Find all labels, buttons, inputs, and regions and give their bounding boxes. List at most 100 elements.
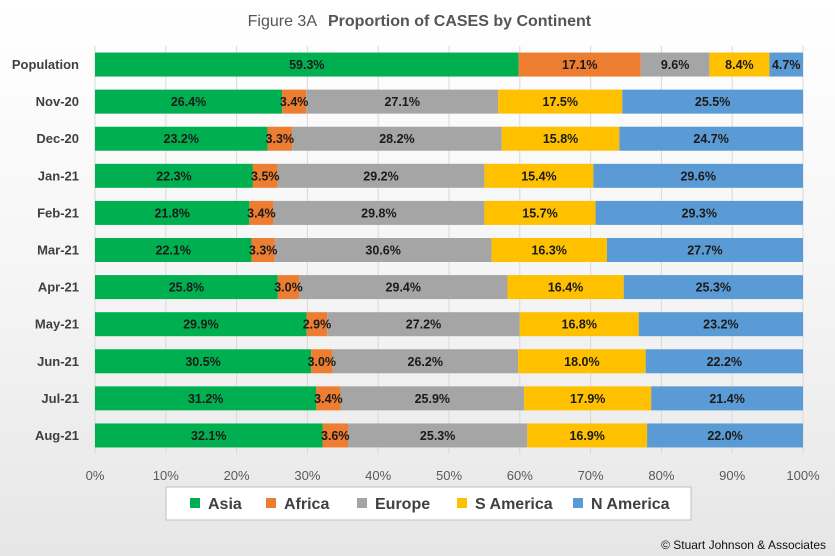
legend-label: N America [591,496,670,513]
x-tick-label: 0% [86,468,105,483]
data-label: 23.2% [164,132,199,146]
bar-segment [638,312,803,337]
bar-segment [348,423,528,448]
data-label: 3.3% [266,132,295,146]
bar-segment [95,89,283,114]
data-label: 24.7% [693,132,728,146]
data-label: 3.3% [249,244,278,258]
data-label: 16.9% [569,429,604,443]
data-label: 15.7% [522,206,557,220]
category-label: Feb-21 [37,205,79,220]
legend-swatch [266,498,276,508]
data-label: 23.2% [703,318,738,332]
bar-segment [484,163,594,188]
bar-segment [501,126,620,151]
bar-segment [519,312,639,337]
data-label: 29.3% [682,206,717,220]
legend-swatch [357,498,367,508]
data-label: 3.4% [314,392,343,406]
bar-segment [95,386,317,411]
bar-segment [518,52,641,77]
bar-segment [484,200,596,225]
data-label: 25.3% [420,429,455,443]
x-tick-label: 80% [648,468,674,483]
legend-label: Asia [208,496,242,513]
bar-segment [524,386,652,411]
bar-segment [311,349,333,374]
chart-title: Figure 3A Proportion of CASES by Contine… [248,13,592,30]
x-tick-label: 40% [365,468,391,483]
bar-segment [619,126,803,151]
data-label: 28.2% [379,132,414,146]
category-label: Aug-21 [35,428,79,443]
category-label: Jan-21 [38,168,79,183]
bar-segment [95,238,252,262]
data-label: 3.4% [247,206,276,220]
data-label: 29.9% [183,318,218,332]
data-label: 15.4% [521,169,556,183]
bar-segment [340,386,525,411]
bar-segment [595,200,803,225]
bar-segment [277,275,300,300]
data-label: 22.3% [156,169,191,183]
bar-segment [306,89,499,114]
legend-item: Europe [357,496,430,513]
x-tick-label: 70% [578,468,604,483]
data-label: 15.8% [543,132,578,146]
data-label: 16.4% [548,281,583,295]
data-label: 59.3% [289,58,324,72]
bar-segment [647,423,803,448]
bar-segment [640,52,710,77]
figure-label: Figure 3A [248,13,318,30]
data-label: 25.3% [696,281,731,295]
bar-segment [252,163,278,188]
bar-segment [251,238,275,262]
category-label: Apr-21 [38,280,79,295]
data-label: 22.2% [707,355,742,369]
legend-swatch [457,498,467,508]
bar-segment [623,275,803,300]
data-label: 27.7% [687,244,722,258]
legend-label: Africa [284,496,329,513]
data-label: 27.1% [384,95,419,109]
bar-segment [507,275,624,300]
data-label: 25.8% [169,281,204,295]
bar-segment [518,349,646,374]
bar-segment [95,275,278,300]
data-label: 8.4% [725,58,754,72]
data-label: 22.1% [156,244,191,258]
x-tick-label: 10% [153,468,179,483]
bar-segment [491,238,607,262]
data-label: 18.0% [564,355,599,369]
data-label: 31.2% [188,392,223,406]
data-label: 17.1% [562,58,597,72]
value-axis: 0% 10% 20% 30% 40% 50% 60% 70% 80% 90% 100% [86,468,820,483]
data-label: 27.2% [406,318,441,332]
category-label: Population [12,57,79,72]
bar-segment [95,312,307,337]
bar-segment [274,238,492,262]
data-label: 3.0% [274,281,303,295]
legend-item: N America [573,496,670,513]
legend-item: Africa [266,496,329,513]
data-label: 29.6% [680,169,715,183]
legend-label: S America [475,496,553,513]
data-label: 29.4% [386,281,421,295]
x-tick-label: 50% [436,468,462,483]
data-label: 26.4% [171,95,206,109]
x-tick-label: 20% [224,468,250,483]
bar-segment [709,52,770,77]
data-label: 3.5% [251,169,280,183]
data-label: 29.2% [363,169,398,183]
data-label: 16.8% [562,318,597,332]
category-label: Nov-20 [36,94,79,109]
data-label: 22.0% [707,429,742,443]
bar-segment [95,349,312,374]
bar-segment [277,163,485,188]
x-tick-label: 100% [786,468,820,483]
legend-label: Europe [375,496,430,513]
bar-segment [267,126,293,151]
bar-segment [292,126,502,151]
bar-segment [249,200,274,225]
bar-segment [645,349,803,374]
